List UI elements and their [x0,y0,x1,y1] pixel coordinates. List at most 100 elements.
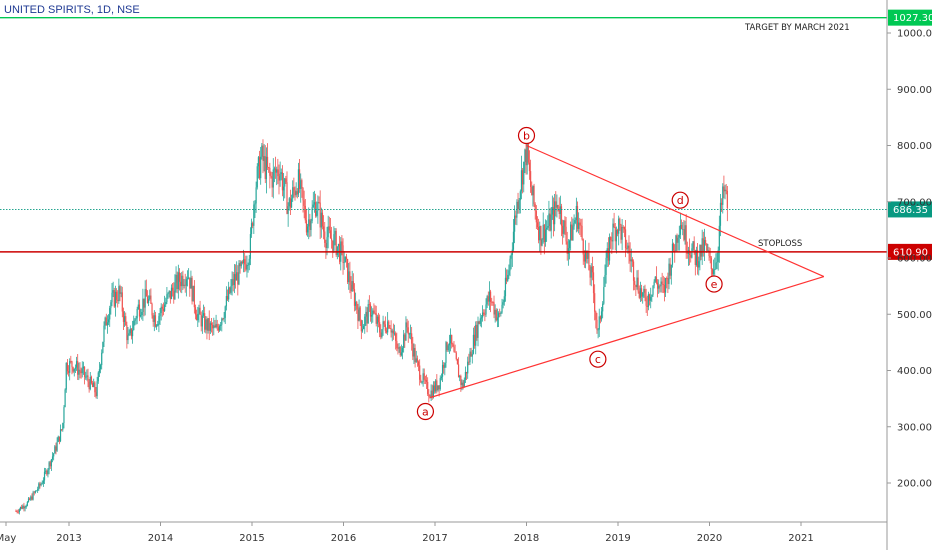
candle-body [684,225,686,240]
candle-body [204,313,206,330]
candle-body [164,304,166,311]
time-tick-label: May [0,533,16,544]
candle-body [364,316,366,327]
candle-body [33,492,35,494]
candle-body [594,293,596,312]
candle-body [404,334,406,341]
candle-body [336,246,338,256]
candle-body [327,226,329,238]
candle-body [352,281,354,290]
candle-body [145,289,147,297]
candle-body [413,347,415,357]
time-tick-label: 2016 [331,533,356,544]
candle-body [302,187,304,201]
candle-body [424,379,426,381]
candle-body [483,312,485,315]
candle-body [144,289,146,308]
candle-body [296,191,298,195]
candle-body [174,282,176,300]
candle-body [638,291,640,298]
candle-body [662,284,664,285]
price-axis[interactable]: 200.00 300.00 400.00 500.00 600.00 700.00 800.… [886,0,932,550]
candle-body [191,277,193,302]
wave-letter: d [677,194,684,207]
candle-body [525,149,527,166]
wave-label-d: d [671,191,689,209]
candle-body [650,296,652,301]
candle-body [597,329,599,331]
candle-body [559,206,561,214]
candle-body [435,380,437,392]
candle-body [711,269,714,275]
candle-body [651,294,653,297]
candle-body [539,225,541,241]
candle-body [639,288,642,298]
candle-body [303,200,305,206]
candle-body [274,168,277,173]
candle-body [536,222,539,227]
candle-body [567,248,569,254]
candle-body [294,189,296,196]
candle-body [75,361,78,368]
candle-body [42,480,44,484]
candle-body [449,334,452,344]
candle-body [249,234,251,259]
candle-body [429,396,431,398]
wave-letter: e [711,278,718,291]
candle-body [634,280,636,285]
candle-body [172,287,174,291]
candle-body [105,317,107,326]
candle-body [714,269,716,270]
candle-body [250,223,253,235]
candle-body [708,250,710,256]
time-axis[interactable]: May 2013 2014 2015 2016 2017 2018 2019 2020 2021 [0,521,887,544]
candle-body [523,162,525,185]
candle-body [135,318,137,320]
time-tick-label: 2013 [56,533,81,544]
candle-body [167,293,169,295]
candle-body [212,324,214,329]
time-tick-label: 2019 [605,533,630,544]
candle-body [586,250,588,259]
candle-body [62,423,64,430]
candle-body [193,285,195,308]
candle-body [472,334,475,354]
candle-body [39,483,41,486]
candle-body [652,285,654,295]
candle-body [72,367,74,372]
candle-body [384,324,386,331]
candle-body [721,202,723,205]
candle-body [713,269,715,275]
candle-body [87,375,89,382]
candle-body [63,407,65,424]
candle-body [335,230,337,256]
candle-body [532,185,534,196]
candle-body [311,207,313,221]
price-tick-label: 200.00 [897,479,932,490]
candle-body [608,237,611,261]
candle-body [682,229,684,230]
candle-body [510,254,512,259]
candle-body [648,294,651,301]
candle-body [488,291,491,302]
candle-body [115,291,118,300]
candle-body [584,250,587,262]
candle-body [407,327,409,335]
candle-body [331,238,333,241]
candle-body [477,321,479,338]
wave-letter: a [422,406,429,419]
candle-body [281,172,284,191]
candle-body [603,287,605,304]
candle-body [173,290,175,300]
candle-body [79,369,81,372]
stoploss-price-tag: 610.90 [888,243,932,260]
candle-body [78,369,80,375]
candle-body [359,307,361,321]
candle-body [202,313,205,316]
candle-body [666,278,668,279]
candle-body [178,272,181,282]
candle-body [459,376,461,378]
candle-body [83,366,86,377]
candle-body [538,226,540,241]
